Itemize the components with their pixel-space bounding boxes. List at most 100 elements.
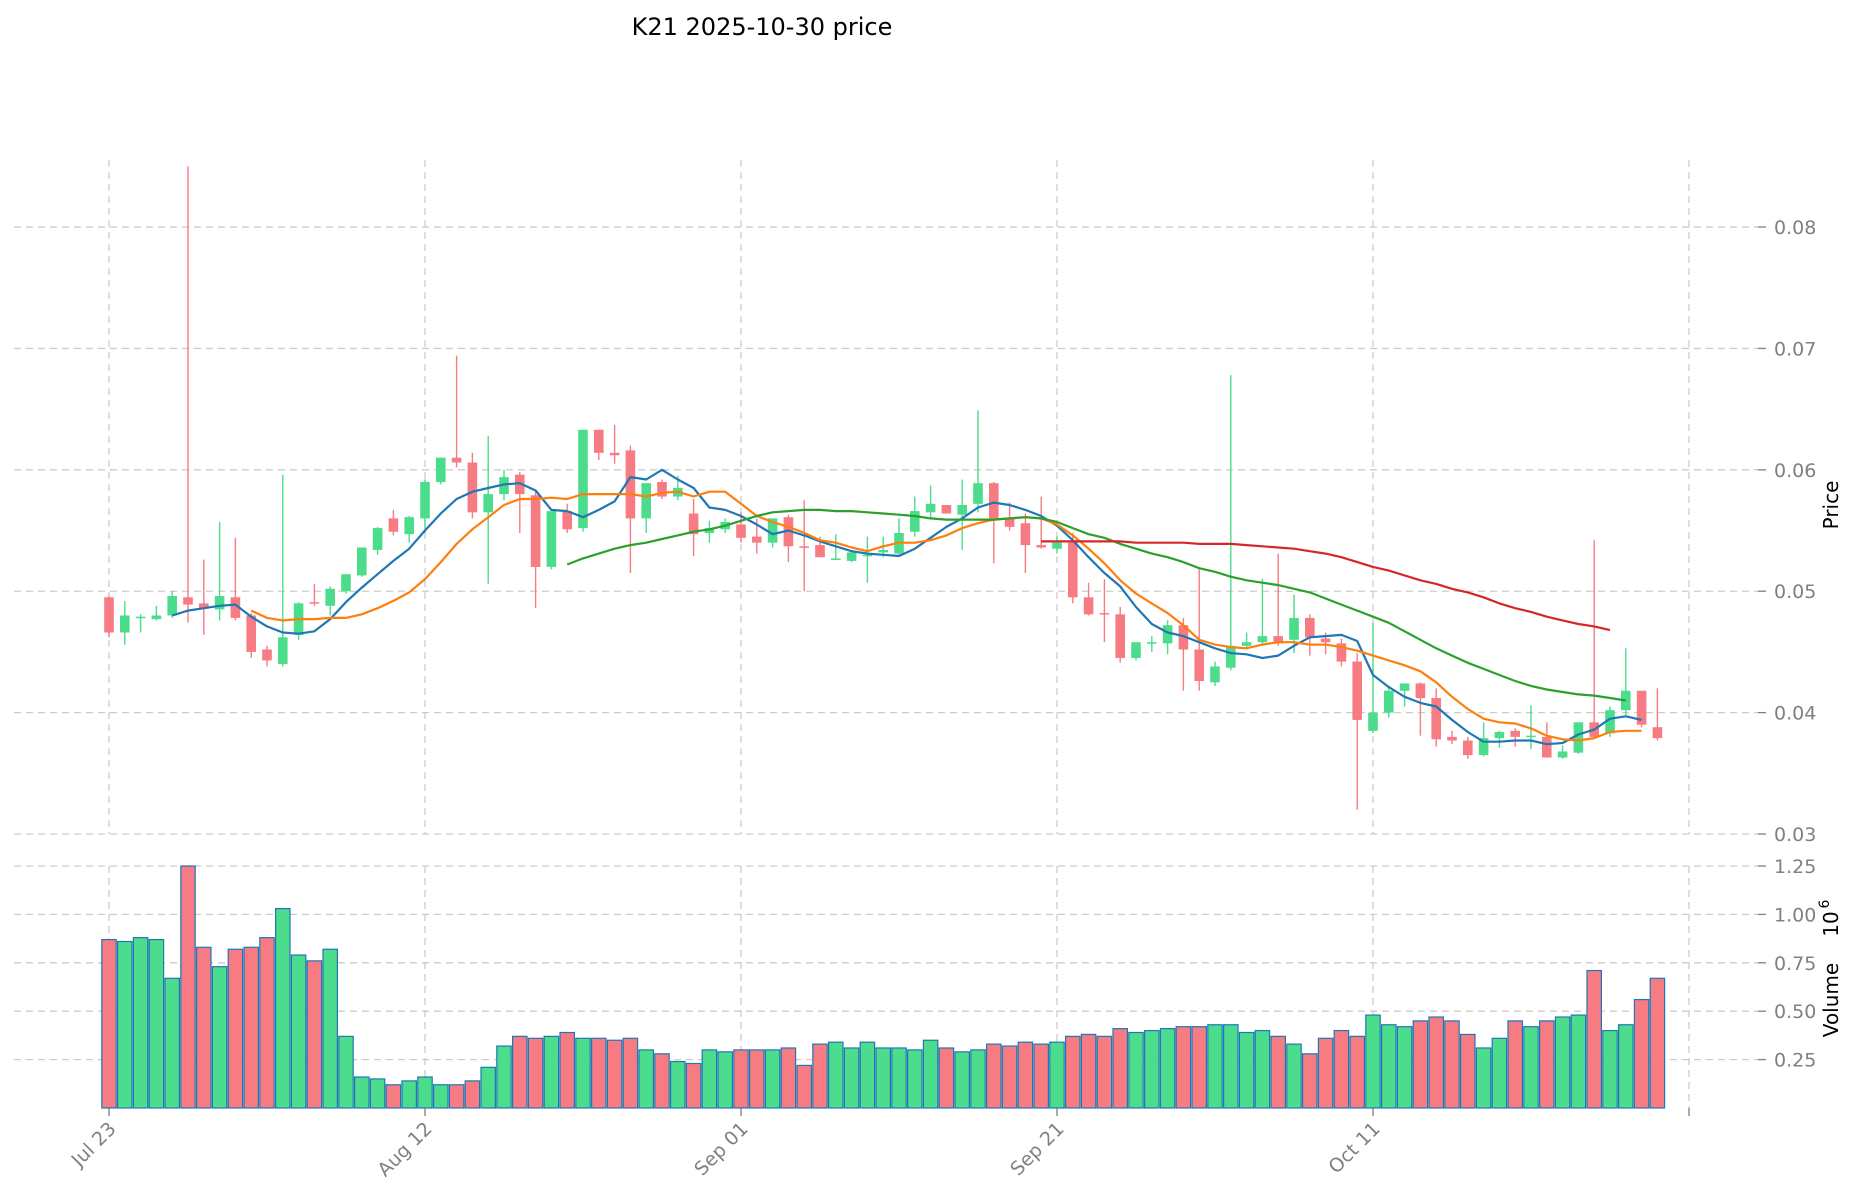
volume-bar — [985, 1043, 1002, 1109]
candle-body — [451, 457, 462, 463]
candle-body — [246, 615, 256, 652]
candle-body — [230, 597, 241, 618]
candles — [104, 166, 1663, 810]
volume-bar — [922, 1039, 939, 1109]
candle-body — [167, 596, 177, 616]
volume-tick-label: 1.00 — [1774, 904, 1816, 926]
volume-tick-label: 1.25 — [1774, 856, 1816, 878]
volume-bar — [1159, 1028, 1176, 1109]
candle-body — [657, 481, 667, 497]
candle-body — [831, 558, 841, 560]
candle-body — [783, 517, 794, 547]
volume-bar — [496, 1045, 512, 1109]
volume-bar — [1412, 1020, 1429, 1109]
volume-bar — [1270, 1035, 1286, 1109]
candle-body — [594, 429, 604, 453]
volume-exponent: 6 — [1817, 899, 1833, 908]
volume-bar — [1001, 1045, 1018, 1109]
volume-bar — [1649, 977, 1666, 1109]
candle-body — [1431, 698, 1441, 740]
volume-bar — [1586, 969, 1602, 1109]
candle-body — [1273, 636, 1283, 644]
candle-body — [120, 615, 130, 633]
candle-body — [846, 552, 857, 561]
price-grid — [14, 226, 1758, 835]
candle-body — [1478, 738, 1489, 756]
candle-body — [609, 452, 620, 456]
volume-bar — [733, 1049, 749, 1109]
candle-body — [688, 513, 699, 535]
volume-bar — [717, 1051, 733, 1109]
volume-bars — [101, 865, 1666, 1109]
volume-bar — [116, 940, 133, 1109]
volume-bar — [369, 1078, 386, 1109]
candle-body — [404, 517, 414, 535]
volume-bar — [448, 1084, 465, 1109]
candle-body — [1241, 642, 1252, 646]
volume-bar — [1475, 1047, 1492, 1109]
volume-bar — [1554, 1016, 1571, 1109]
volume-bar — [748, 1049, 765, 1109]
volume-bar — [1570, 1014, 1587, 1109]
candle-body — [1068, 542, 1078, 598]
chart-title: K21 2025-10-30 price — [632, 13, 893, 41]
candle-body — [372, 528, 383, 550]
candle-body — [1210, 666, 1220, 683]
candle-body — [1652, 727, 1663, 739]
price-tick-labels: 0.03 0.04 0.05 0.06 0.07 0.08 — [1758, 217, 1816, 846]
volume-bar — [669, 1060, 686, 1109]
volume-bar — [1112, 1028, 1128, 1109]
volume-bar — [1428, 1016, 1444, 1109]
volume-bar — [1396, 1026, 1413, 1109]
price-tick-label: 0.06 — [1774, 460, 1816, 482]
candle-body — [941, 505, 952, 514]
candle-body — [1542, 736, 1552, 758]
candle-body — [957, 505, 967, 515]
candle-body — [878, 549, 888, 553]
candle-body — [799, 546, 809, 548]
candle-body — [1162, 625, 1173, 644]
volume-bar — [1222, 1024, 1239, 1109]
volume-bar — [1143, 1029, 1160, 1109]
volume-bar — [243, 946, 259, 1109]
candle-body — [752, 536, 762, 543]
candle-body — [467, 462, 478, 513]
candle-body — [1083, 597, 1094, 615]
volume-bar — [843, 1047, 860, 1109]
candle-body — [1131, 642, 1141, 658]
volume-bar — [938, 1047, 955, 1109]
volume-bar — [575, 1037, 591, 1109]
volume-bar — [891, 1047, 907, 1109]
candle-body — [183, 597, 193, 605]
volume-bar — [906, 1049, 923, 1109]
candle-body — [262, 649, 272, 661]
candle-body — [357, 547, 367, 576]
candle-body — [309, 602, 320, 604]
candle-body — [1384, 690, 1394, 713]
candle-body — [1399, 683, 1410, 691]
candle-body — [151, 615, 162, 620]
candle-body — [1194, 649, 1204, 682]
volume-bar — [527, 1037, 544, 1109]
volume-tick-labels: 0.25 0.50 0.75 1.00 1.25 — [1758, 856, 1816, 1072]
ma-slow-line — [566, 508, 1626, 702]
x-grid — [108, 160, 1690, 1108]
candle-body — [436, 457, 446, 482]
candle-body — [973, 483, 983, 504]
candle-body — [499, 477, 509, 495]
volume-bar — [196, 946, 212, 1109]
volume-bar — [1191, 1026, 1207, 1109]
volume-bar — [970, 1049, 986, 1109]
candle-body — [1636, 690, 1647, 725]
volume-bar — [1080, 1033, 1097, 1109]
volume-bar — [148, 938, 165, 1109]
volume-bar — [259, 937, 275, 1109]
volume-bar — [685, 1062, 702, 1109]
volume-bar — [1033, 1043, 1049, 1109]
candle-body — [278, 637, 288, 665]
volume-bar — [606, 1039, 623, 1109]
volume-bar — [401, 1080, 417, 1109]
volume-bar — [1523, 1026, 1539, 1109]
candle-body — [1352, 661, 1362, 720]
